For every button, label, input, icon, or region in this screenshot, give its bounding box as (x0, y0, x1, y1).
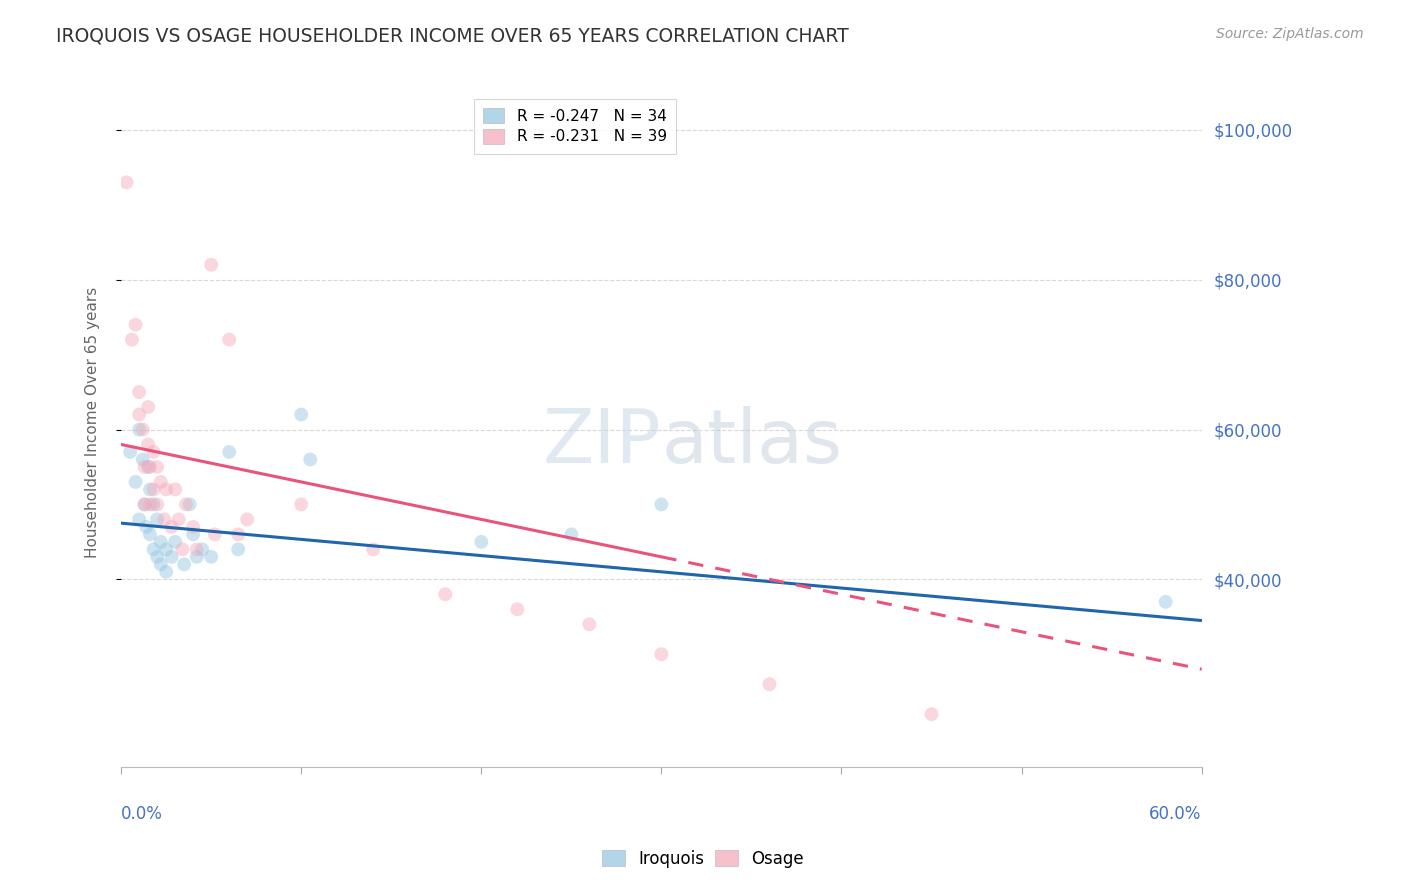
Text: atlas: atlas (661, 406, 842, 479)
Point (139, 527, 162, 541)
Point (560, 527, 582, 541)
Point (181, 527, 204, 541)
Point (134, 459, 156, 474)
Point (155, 565, 177, 579)
Point (121, 333, 143, 347)
Text: 60.0%: 60.0% (1149, 805, 1202, 823)
Point (165, 483, 187, 497)
Point (142, 542, 165, 557)
Point (290, 408, 312, 422)
Text: IROQUOIS VS OSAGE HOUSEHOLDER INCOME OVER 65 YEARS CORRELATION CHART: IROQUOIS VS OSAGE HOUSEHOLDER INCOME OVE… (56, 27, 849, 45)
Point (134, 497, 156, 511)
Point (149, 558, 172, 572)
Point (139, 459, 162, 474)
Point (290, 497, 312, 511)
Point (200, 549, 222, 564)
Point (200, 258, 222, 272)
Point (149, 534, 172, 549)
Point (179, 497, 201, 511)
Point (136, 400, 159, 414)
Text: 0.0%: 0.0% (121, 805, 163, 823)
Point (181, 520, 204, 534)
Point (921, 707, 943, 722)
Point (434, 587, 457, 601)
Point (226, 542, 249, 557)
Point (506, 602, 529, 616)
Point (1154, 595, 1177, 609)
Point (153, 512, 176, 526)
Point (128, 512, 150, 526)
Point (160, 549, 183, 564)
Point (218, 333, 240, 347)
Point (758, 677, 780, 691)
Point (132, 423, 155, 437)
Legend: Iroquois, Osage: Iroquois, Osage (595, 844, 811, 875)
Point (578, 617, 600, 632)
Point (186, 542, 208, 557)
Point (142, 483, 165, 497)
Point (361, 542, 384, 557)
Point (136, 459, 159, 474)
Legend: R = -0.247   N = 34, R = -0.231   N = 39: R = -0.247 N = 34, R = -0.231 N = 39 (474, 99, 676, 153)
Point (173, 558, 195, 572)
Point (191, 542, 214, 557)
Point (146, 512, 169, 526)
Point (226, 527, 249, 541)
Point (128, 423, 150, 437)
Point (115, 175, 138, 189)
Point (204, 527, 226, 541)
Point (136, 437, 159, 451)
Point (124, 475, 146, 489)
Point (236, 512, 259, 526)
Point (146, 549, 169, 564)
Point (132, 452, 155, 467)
Point (167, 512, 190, 526)
Y-axis label: Householder Income Over 65 years: Householder Income Over 65 years (86, 286, 100, 558)
Text: Source: ZipAtlas.com: Source: ZipAtlas.com (1216, 27, 1364, 41)
Point (146, 459, 169, 474)
Point (155, 483, 177, 497)
Point (124, 318, 146, 332)
Point (172, 542, 194, 557)
Point (174, 497, 197, 511)
Point (155, 542, 177, 557)
Point (165, 534, 187, 549)
Point (142, 497, 165, 511)
Point (120, 445, 142, 459)
Point (218, 445, 240, 459)
Point (186, 549, 208, 564)
Point (128, 385, 150, 400)
Point (160, 520, 183, 534)
Point (299, 452, 322, 467)
Point (650, 497, 672, 511)
Point (149, 475, 172, 489)
Point (139, 497, 162, 511)
Point (470, 534, 492, 549)
Point (134, 497, 156, 511)
Point (146, 497, 169, 511)
Point (128, 408, 150, 422)
Point (650, 647, 672, 661)
Point (135, 520, 157, 534)
Point (139, 483, 162, 497)
Point (142, 445, 165, 459)
Text: ZIP: ZIP (543, 406, 661, 479)
